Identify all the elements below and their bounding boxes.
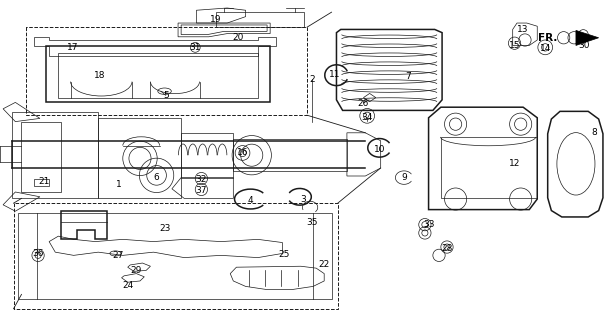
Text: 20: 20 xyxy=(233,33,244,42)
Text: 37: 37 xyxy=(196,186,207,195)
Text: 35: 35 xyxy=(306,218,317,227)
Text: 15: 15 xyxy=(509,41,520,50)
Text: 17: 17 xyxy=(67,43,78,52)
Text: 31: 31 xyxy=(190,43,201,52)
Text: 9: 9 xyxy=(401,173,407,182)
Text: 29: 29 xyxy=(131,266,142,275)
Text: 36: 36 xyxy=(33,249,44,258)
Text: 19: 19 xyxy=(211,15,222,24)
Text: 10: 10 xyxy=(374,145,385,154)
Text: 18: 18 xyxy=(94,71,105,80)
Text: 4: 4 xyxy=(247,196,254,205)
Text: 2: 2 xyxy=(309,75,315,84)
Text: 25: 25 xyxy=(278,250,289,259)
Text: 32: 32 xyxy=(196,175,207,184)
Text: 7: 7 xyxy=(405,72,411,81)
Text: 33: 33 xyxy=(423,220,434,229)
Text: 24: 24 xyxy=(122,281,133,290)
Text: 13: 13 xyxy=(518,25,529,34)
Polygon shape xyxy=(576,30,599,45)
Text: 21: 21 xyxy=(39,177,50,186)
Text: 12: 12 xyxy=(509,159,520,168)
Text: 28: 28 xyxy=(441,244,453,253)
Text: 5: 5 xyxy=(163,91,169,100)
Text: FR.: FR. xyxy=(538,33,558,43)
Text: 11: 11 xyxy=(329,70,340,79)
Text: 3: 3 xyxy=(300,195,306,204)
Text: 27: 27 xyxy=(112,251,123,260)
Text: 16: 16 xyxy=(237,148,248,157)
Text: 8: 8 xyxy=(591,128,597,137)
Text: 34: 34 xyxy=(362,113,373,122)
Text: 14: 14 xyxy=(540,44,551,53)
Text: 6: 6 xyxy=(154,173,160,182)
Text: 23: 23 xyxy=(159,224,170,233)
Text: 26: 26 xyxy=(358,99,369,108)
Text: 1: 1 xyxy=(115,180,122,189)
Text: 30: 30 xyxy=(579,41,590,50)
Text: 22: 22 xyxy=(319,260,330,269)
